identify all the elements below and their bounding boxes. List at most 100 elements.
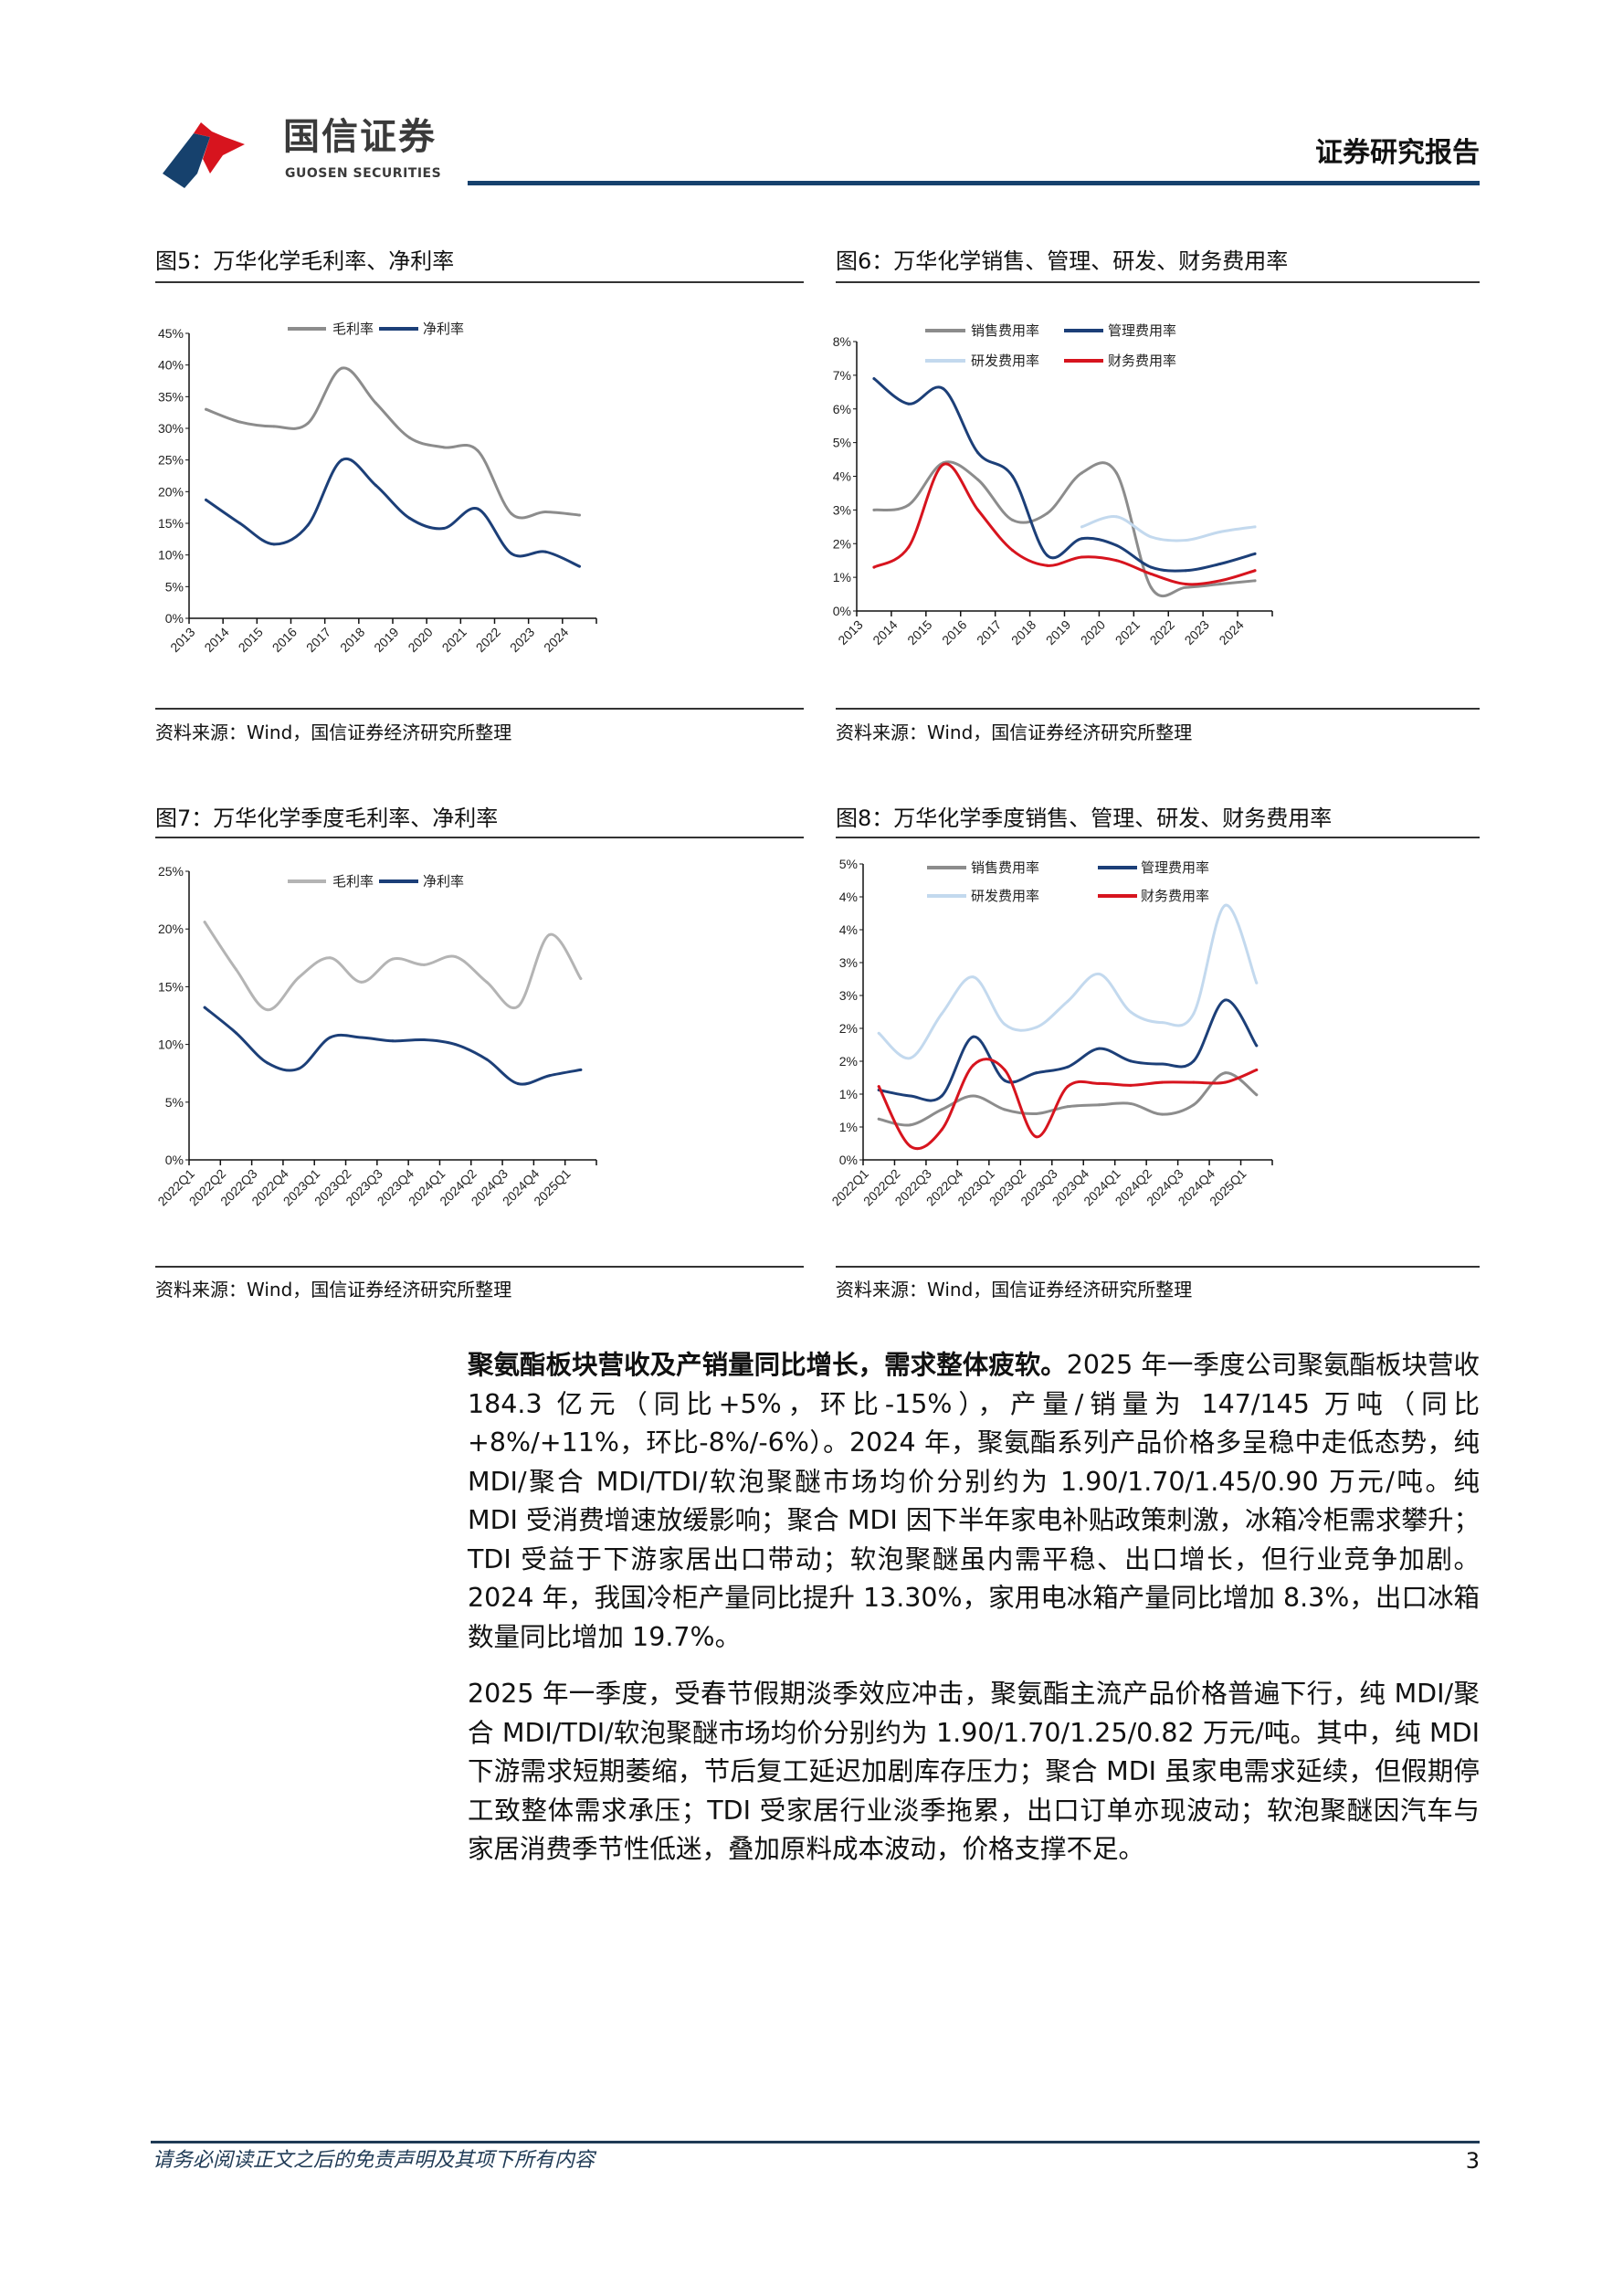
data-point xyxy=(510,512,513,516)
figure-7-source: 资料来源：Wind，国信证券经济研究所整理 xyxy=(155,1279,512,1301)
figure-7-bottom-rule xyxy=(155,1266,804,1268)
legend-label: 销售费用率 xyxy=(971,323,1039,339)
data-point xyxy=(1011,549,1015,553)
data-point xyxy=(238,521,242,525)
data-point xyxy=(548,933,552,937)
y-tick-label: 3% xyxy=(839,955,858,970)
figure-5-bottom-rule xyxy=(155,708,804,710)
legend-label: 销售费用率 xyxy=(971,860,1039,876)
y-tick-label: 5% xyxy=(839,857,858,871)
y-tick-label: 4% xyxy=(833,469,851,484)
data-point xyxy=(266,1061,269,1065)
data-point xyxy=(1035,1026,1038,1029)
data-point xyxy=(1255,1093,1259,1097)
data-point xyxy=(442,446,446,449)
data-point xyxy=(909,1094,912,1098)
x-tick-label: 2019 xyxy=(1043,617,1073,648)
data-point xyxy=(1184,569,1187,573)
data-point xyxy=(1253,525,1257,529)
data-point xyxy=(1097,973,1101,976)
legend-label: 净利率 xyxy=(423,321,464,337)
data-point xyxy=(1223,998,1227,1002)
figure-5-title: 图5：万华化学毛利率、净利率 xyxy=(155,248,455,274)
x-tick-label: 2021 xyxy=(439,625,469,655)
figure-8-chart: 0%1%1%2%2%3%3%4%4%5%2022Q12022Q22022Q320… xyxy=(828,857,1273,1208)
data-point xyxy=(340,366,343,370)
data-point xyxy=(909,1123,912,1127)
data-point xyxy=(1218,562,1222,565)
x-tick-label: 2022 xyxy=(473,625,503,655)
x-tick-label: 2024 xyxy=(541,625,571,655)
legend-label: 管理费用率 xyxy=(1141,860,1209,876)
y-tick-label: 15% xyxy=(158,979,184,994)
data-point xyxy=(1066,1065,1070,1069)
data-point xyxy=(1160,1021,1164,1025)
data-point xyxy=(942,463,945,467)
data-point xyxy=(907,402,911,405)
y-tick-label: 5% xyxy=(833,436,851,450)
data-point xyxy=(297,975,300,979)
data-point xyxy=(374,401,377,405)
y-tick-label: 0% xyxy=(839,1153,858,1167)
x-tick-label: 2022 xyxy=(1147,617,1177,648)
x-tick-label: 2024 xyxy=(1216,617,1246,648)
figure-6-title: 图6：万华化学销售、管理、研发、财务费用率 xyxy=(836,248,1289,274)
data-point xyxy=(1149,535,1153,539)
page-number: 3 xyxy=(1465,2148,1480,2174)
data-point xyxy=(543,550,547,553)
y-tick-label: 5% xyxy=(165,1095,184,1110)
y-tick-label: 40% xyxy=(158,358,184,373)
data-point xyxy=(234,1031,237,1035)
data-point xyxy=(972,1094,975,1098)
footer-disclaimer: 请务必阅读正文之后的免责声明及其项下所有内容 xyxy=(153,2149,595,2172)
data-point xyxy=(872,565,876,569)
paragraph-lead: 聚氨酯板块营收及产销量同比增长，需求整体疲软。 xyxy=(468,1350,1067,1380)
guosen-logo-icon xyxy=(163,122,245,188)
data-point xyxy=(1192,1012,1196,1016)
data-point xyxy=(360,980,364,984)
data-point xyxy=(976,508,980,511)
data-point xyxy=(1080,537,1083,541)
x-tick-label: 2020 xyxy=(1078,617,1108,648)
x-tick-label: 2015 xyxy=(904,617,934,648)
data-point xyxy=(872,377,876,381)
data-point xyxy=(297,1067,300,1070)
figure-6-chart: 0%1%2%3%4%5%6%7%8%2013 2014 2015 2016 2017 20… xyxy=(833,323,1273,648)
data-point xyxy=(942,387,945,391)
data-point xyxy=(877,1117,880,1121)
data-point xyxy=(266,1008,269,1012)
data-point xyxy=(1066,1085,1070,1089)
figure-7-chart: 0%5%10%15%20%25%2022Q12022Q22022Q32022Q4… xyxy=(154,864,597,1208)
data-point xyxy=(877,1085,880,1089)
y-tick-label: 1% xyxy=(833,570,851,585)
data-point xyxy=(1035,1071,1038,1075)
data-point xyxy=(328,1036,332,1039)
series-line-2 xyxy=(205,457,581,568)
x-tick-label: 2021 xyxy=(1112,617,1143,648)
footer-rule xyxy=(151,2141,1480,2143)
data-point xyxy=(1003,1079,1006,1082)
y-tick-label: 4% xyxy=(839,890,858,904)
data-point xyxy=(1114,471,1118,475)
data-point xyxy=(485,980,489,984)
data-point xyxy=(909,1057,912,1060)
y-tick-label: 5% xyxy=(165,579,184,594)
data-point xyxy=(408,516,412,520)
data-point xyxy=(1129,1059,1133,1063)
header-rule xyxy=(468,181,1480,185)
y-tick-label: 7% xyxy=(833,368,851,383)
data-point xyxy=(1149,572,1153,575)
data-point xyxy=(976,478,980,481)
data-point xyxy=(203,921,206,924)
data-point xyxy=(1129,1083,1133,1087)
data-point xyxy=(391,957,395,961)
data-point xyxy=(1192,1103,1196,1107)
series-line-1 xyxy=(872,460,1257,598)
y-tick-label: 6% xyxy=(833,402,851,416)
data-point xyxy=(579,977,583,981)
x-tick-label: 2019 xyxy=(371,625,401,655)
y-tick-label: 10% xyxy=(158,1037,184,1052)
y-tick-label: 15% xyxy=(158,516,184,531)
data-point xyxy=(1011,518,1015,521)
legend-label: 净利率 xyxy=(423,874,464,890)
